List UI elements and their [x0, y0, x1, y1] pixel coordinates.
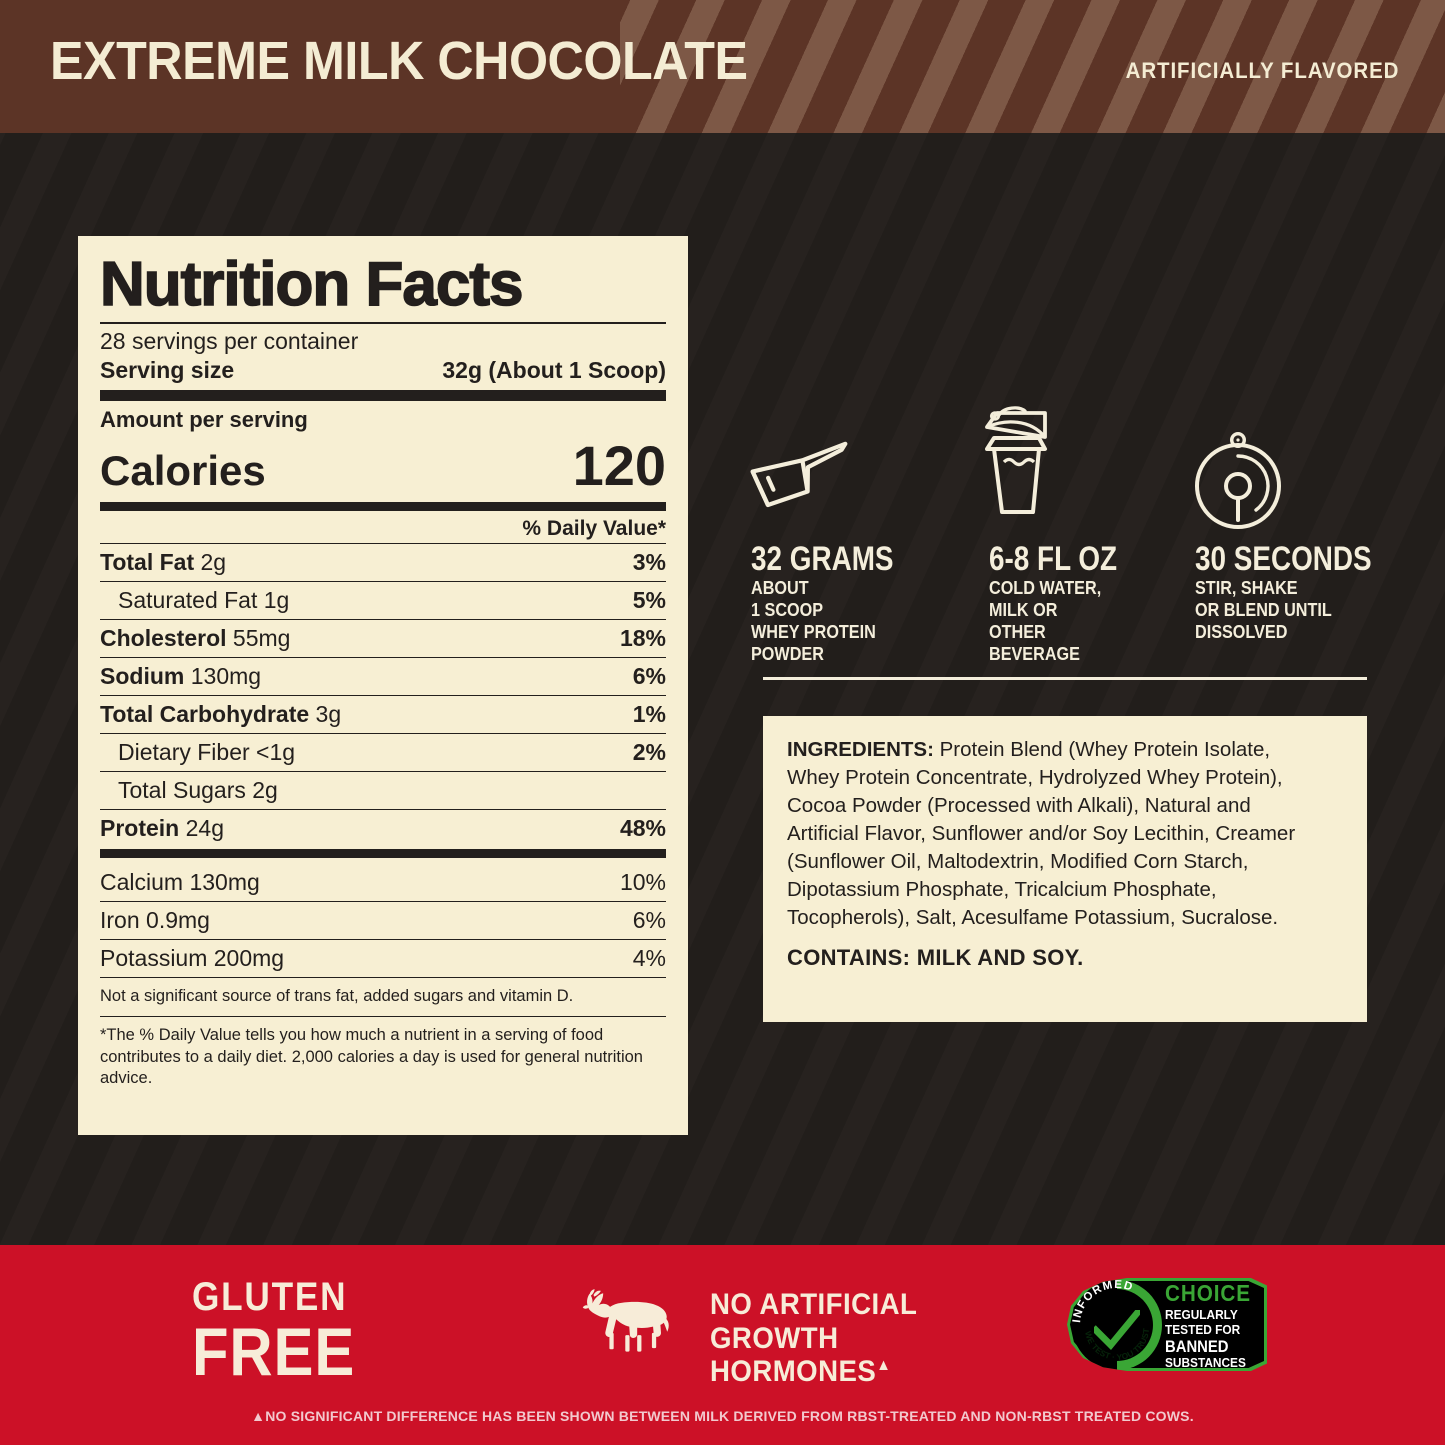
svg-text:INFORMED: INFORMED — [1072, 1280, 1135, 1323]
svg-text:WE TEST · YOU TRUST: WE TEST · YOU TRUST — [1083, 1327, 1151, 1362]
